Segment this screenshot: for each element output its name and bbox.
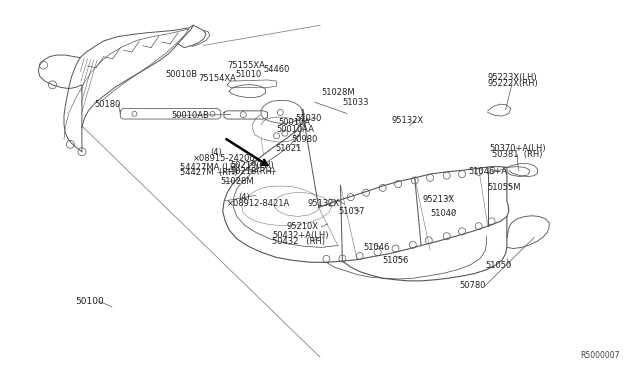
Text: ×08915-24200: ×08915-24200: [193, 154, 256, 163]
Text: 50381  (RH): 50381 (RH): [492, 150, 542, 159]
Text: (4): (4): [238, 193, 250, 202]
Text: 51028M: 51028M: [321, 88, 355, 97]
Text: 50218(RH): 50218(RH): [230, 167, 276, 176]
Text: 50180: 50180: [95, 100, 121, 109]
Text: 51040: 51040: [430, 209, 456, 218]
Text: 50219(LH): 50219(LH): [230, 161, 274, 170]
Text: 50010AB: 50010AB: [172, 111, 209, 120]
Text: 51021: 51021: [275, 144, 301, 153]
Text: (4): (4): [210, 148, 221, 157]
Text: ×08912-8421A: ×08912-8421A: [227, 199, 291, 208]
Text: 51046: 51046: [364, 243, 390, 252]
Text: 51046+A: 51046+A: [468, 167, 508, 176]
Text: 51037: 51037: [338, 207, 364, 216]
Text: R5000007: R5000007: [580, 351, 620, 360]
Text: 75155XA: 75155XA: [227, 61, 265, 70]
Text: 51056: 51056: [383, 256, 409, 265]
Text: 50432+A(LH): 50432+A(LH): [272, 231, 328, 240]
Text: 95210X: 95210X: [287, 222, 319, 231]
Text: 51033: 51033: [342, 98, 369, 107]
Text: 51028M: 51028M: [221, 177, 255, 186]
Text: 50010B: 50010B: [165, 70, 197, 79]
Text: 95132X: 95132X: [307, 199, 339, 208]
Text: 50432   (RH): 50432 (RH): [272, 237, 325, 246]
Text: 51030: 51030: [296, 114, 322, 123]
Text: 95222X(RH): 95222X(RH): [488, 79, 538, 88]
Text: 54427M  (RH): 54427M (RH): [180, 169, 238, 177]
Text: 95213X: 95213X: [422, 195, 454, 203]
Text: 51055M: 51055M: [488, 183, 521, 192]
Text: 50010A: 50010A: [278, 118, 310, 127]
Text: 50780: 50780: [460, 281, 486, 290]
Text: 50100: 50100: [76, 297, 104, 306]
Text: 50980: 50980: [291, 135, 317, 144]
Text: 51010: 51010: [236, 70, 262, 79]
Text: 95223X(LH): 95223X(LH): [488, 73, 538, 82]
Text: 51050: 51050: [485, 262, 511, 270]
Text: 50010AA: 50010AA: [276, 125, 314, 134]
Text: 95132X: 95132X: [392, 116, 424, 125]
Text: 54427MA (LH): 54427MA (LH): [180, 163, 240, 172]
Text: 50370+A(LH): 50370+A(LH): [490, 144, 546, 153]
Text: 75154XA: 75154XA: [198, 74, 236, 83]
Text: 54460: 54460: [264, 65, 290, 74]
